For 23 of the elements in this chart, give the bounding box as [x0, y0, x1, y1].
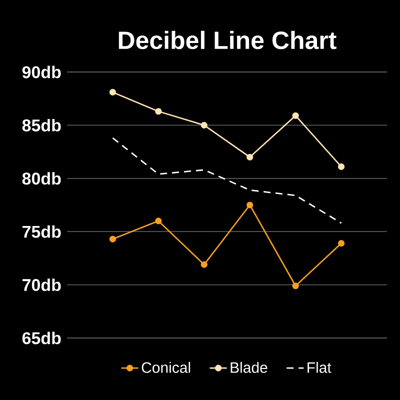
point: [200, 122, 208, 128]
point: [155, 218, 162, 224]
y-tick-label: 70db: [22, 278, 61, 292]
point: [292, 112, 299, 119]
chart-title: Decibel Line Chart: [118, 30, 336, 50]
y-tick-label: 65db: [22, 332, 61, 344]
legend-label: Blade: [230, 362, 268, 373]
y-tick-label: 90db: [22, 66, 61, 78]
point: [109, 88, 116, 96]
point: [109, 236, 116, 242]
y-tick-label: 85db: [22, 118, 61, 132]
point: [338, 240, 345, 247]
y-tick-label: 80db: [22, 172, 61, 185]
point: [155, 108, 162, 115]
point: [200, 261, 208, 268]
line-series: [112, 137, 342, 224]
point: [246, 154, 254, 160]
legend-label: Flat: [308, 362, 332, 373]
point: [292, 282, 299, 290]
legend-label: Conical: [142, 362, 190, 373]
y-tick-label: 75db: [22, 225, 61, 238]
point: [338, 163, 345, 170]
point: [246, 202, 254, 208]
